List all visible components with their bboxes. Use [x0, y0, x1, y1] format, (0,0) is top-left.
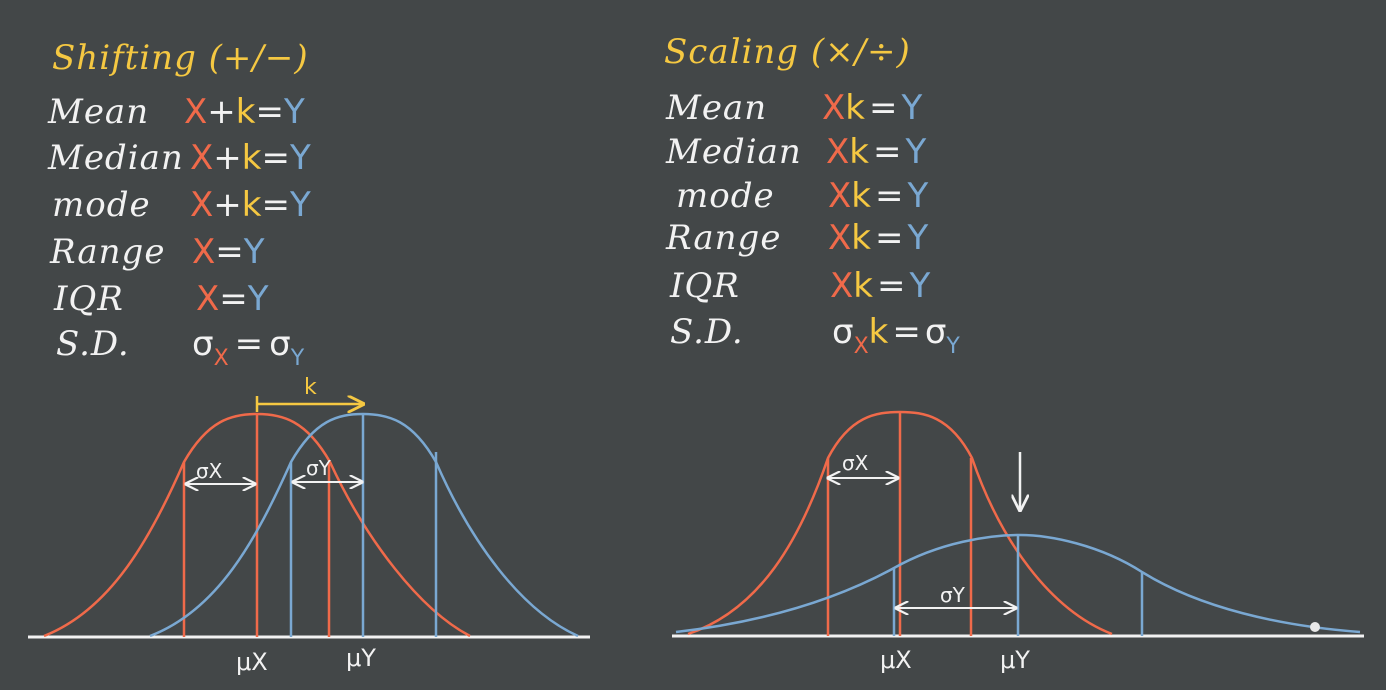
op-symbol: + [207, 92, 236, 132]
x-symbol: X [826, 132, 850, 172]
y-symbol: Y [901, 88, 923, 128]
x-symbol: X [192, 232, 216, 272]
y-symbol: Y [247, 279, 269, 319]
k-symbol: k [849, 132, 869, 172]
x-symbol: X [822, 88, 846, 128]
sigma-x-label: σX [196, 459, 223, 483]
k-symbol: k [241, 138, 262, 178]
formula: σXk = σY [832, 312, 960, 359]
k-symbol: k [235, 92, 256, 132]
scaling-title: Scaling (×/÷) [664, 32, 911, 72]
formula: Xk = Y [826, 132, 926, 172]
row-label: Mean [666, 88, 768, 128]
sigma-symbol: σ [192, 324, 214, 364]
x-symbol: X [828, 176, 852, 216]
eq-symbol: = [875, 176, 904, 216]
y-subscript: Y [946, 334, 960, 359]
x-symbol: X [828, 218, 852, 258]
y-symbol: Y [907, 176, 929, 216]
sigma-x-label: σX [842, 451, 869, 475]
mu-x-label: μX [880, 646, 912, 674]
row-label: S.D. [670, 312, 744, 352]
mu-y-label: μY [346, 644, 376, 672]
row-label: Range [666, 218, 782, 258]
row-label: S.D. [56, 324, 130, 364]
formula: Xk = Y [828, 218, 928, 258]
formula: Xk = Y [822, 88, 922, 128]
eq-symbol: = [261, 185, 291, 225]
row-label: IQR [54, 279, 124, 319]
formula: X+k=Y [184, 92, 305, 132]
eq-symbol: = [219, 279, 248, 319]
row-label: Mean [48, 92, 150, 132]
y-symbol: Y [905, 132, 927, 172]
x-symbol: X [190, 185, 214, 225]
y-symbol: Y [907, 218, 929, 258]
eq-symbol: = [877, 266, 906, 306]
y-symbol: Y [284, 92, 305, 132]
point-marker [1310, 622, 1320, 632]
eq-symbol: = [255, 92, 285, 132]
formula: Xk = Y [828, 176, 928, 216]
shifting-title: Shifting (+/−) [52, 38, 309, 78]
sigma-symbol: σ [924, 312, 947, 352]
mu-x-label: μX [236, 648, 268, 676]
k-symbol: k [851, 176, 871, 216]
y-symbol: Y [290, 138, 311, 178]
x-symbol: X [196, 279, 220, 319]
k-symbol: k [241, 185, 262, 225]
sigma-symbol: σ [832, 312, 854, 352]
y-symbol: Y [290, 185, 311, 225]
eq-symbol: = [869, 88, 898, 128]
eq-symbol: = [261, 138, 291, 178]
eq-symbol: = [892, 312, 921, 352]
k-symbol: k [851, 218, 871, 258]
eq-symbol: = [875, 218, 904, 258]
x-symbol: X [830, 266, 854, 306]
scale-graph: σX σY μX μY [672, 410, 1364, 674]
row-label: mode [52, 185, 151, 225]
eq-symbol: = [234, 324, 264, 364]
k-symbol: k [853, 266, 873, 306]
k-symbol: k [868, 312, 889, 352]
x-subscript: X [853, 334, 869, 359]
op-symbol: + [213, 185, 242, 225]
x-subscript: X [213, 346, 229, 371]
sigma-symbol: σ [269, 324, 291, 364]
y-subscript: Y [290, 346, 305, 371]
x-symbol: X [190, 138, 214, 178]
formula: Xk = Y [830, 266, 930, 306]
op-symbol: + [213, 138, 242, 178]
formula: X+k=Y [190, 138, 311, 178]
k-symbol: k [845, 88, 865, 128]
sigma-y-label: σY [940, 583, 966, 607]
formula: X+k=Y [190, 185, 311, 225]
mu-y-label: μY [1000, 646, 1030, 674]
y-distribution-curve [675, 533, 1361, 634]
row-label: IQR [670, 266, 740, 306]
shift-graph: k σX σY μX μY [28, 375, 590, 676]
y-symbol: Y [243, 232, 265, 272]
row-label: Median [48, 138, 184, 178]
y-symbol: Y [909, 266, 931, 306]
x-symbol: X [184, 92, 208, 132]
formula: σX = σY [192, 324, 304, 371]
sigma-y-label: σY [306, 456, 332, 480]
row-label: Median [666, 132, 802, 172]
formula: X=Y [196, 279, 269, 319]
row-label: mode [676, 176, 775, 216]
formula: X=Y [192, 232, 265, 272]
row-label: Range [50, 232, 166, 272]
eq-symbol: = [873, 132, 902, 172]
eq-symbol: = [215, 232, 244, 272]
k-label: k [304, 375, 317, 400]
